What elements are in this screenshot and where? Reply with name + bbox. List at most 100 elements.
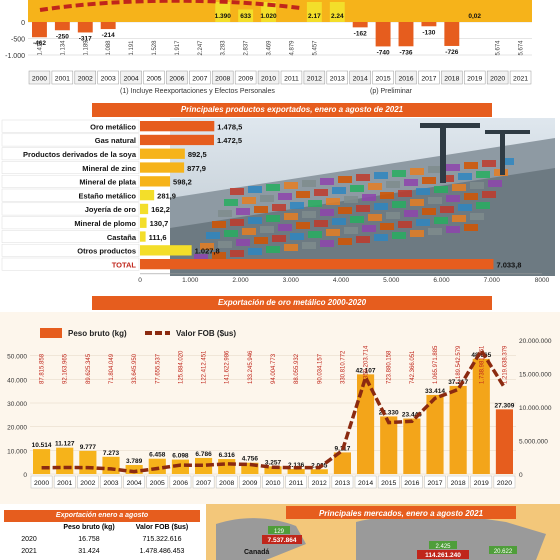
import-label: 2.247 xyxy=(198,40,204,56)
value-label: 723.880.158 xyxy=(387,350,393,384)
product-value-label: 111,6 xyxy=(149,233,167,242)
x-tick-label: 4.000 xyxy=(333,277,350,284)
product-value-label: 162,2 xyxy=(151,205,170,214)
market-label-top: 20.622 xyxy=(494,549,513,555)
year-cell xyxy=(285,475,307,489)
weight-label: 37.217 xyxy=(448,379,468,386)
markets-banner-bg xyxy=(286,506,516,519)
balance-bar xyxy=(398,22,414,47)
year-label: 2008 xyxy=(215,76,230,83)
year-cell xyxy=(418,70,440,85)
x-tick-label: 2003 xyxy=(103,480,118,487)
import-label: 5.674 xyxy=(496,40,502,56)
year-cell xyxy=(280,70,303,85)
country-label: Canadá xyxy=(244,549,269,556)
balance-label: 1.390 xyxy=(215,13,232,20)
year-label: 2005 xyxy=(146,76,161,83)
year-cell xyxy=(395,70,417,85)
y-tick-label: -1.000 xyxy=(5,53,25,60)
products-banner: Principales productos exportados, enero … xyxy=(92,103,492,117)
legend-value-label: Valor FOB ($us) xyxy=(176,329,236,338)
product-bar xyxy=(140,162,185,173)
product-label: Gas natural xyxy=(95,136,136,145)
weight-label: 6.098 xyxy=(172,453,189,460)
value-label: 133.245.946 xyxy=(248,350,254,384)
x-tick-label: 2010 xyxy=(265,480,280,487)
y-right-tick: 15.000.000 xyxy=(519,372,552,379)
x-tick-label: 2004 xyxy=(127,480,142,487)
y-left-tick: 50.000 xyxy=(7,354,27,361)
table-col-value: Valor FOB ($us) xyxy=(135,524,189,531)
year-cell xyxy=(326,70,348,85)
x-tick-label: 2013 xyxy=(335,480,350,487)
x-tick-label: 0 xyxy=(138,277,142,284)
markets-banner: Principales mercados, enero a agosto 202… xyxy=(319,509,484,518)
market-label-bottom: 7.537.864 xyxy=(268,537,297,544)
weight-label: 3.257 xyxy=(265,459,282,466)
weight-bar xyxy=(241,462,259,474)
product-value-label: 892,5 xyxy=(188,150,207,159)
year-cell xyxy=(100,475,122,489)
value-label: 89.625.345 xyxy=(86,353,92,384)
year-cell xyxy=(74,70,96,85)
x-tick-label: 2019 xyxy=(474,480,489,487)
balance-label: -736 xyxy=(399,49,412,56)
x-tick-label: 2014 xyxy=(358,480,373,487)
weight-label: 6.786 xyxy=(195,451,212,458)
x-tick-label: 2001 xyxy=(57,480,72,487)
product-label: Castaña xyxy=(107,233,137,242)
weight-bar xyxy=(264,466,282,474)
footnote-left: (1) Incluye Reexportaciones y Efectos Pe… xyxy=(120,88,275,95)
year-cell xyxy=(169,475,192,489)
import-label: 3.469 xyxy=(267,40,273,56)
balance-bar xyxy=(306,2,322,22)
weight-label: 42.107 xyxy=(356,367,376,374)
balance-label: -162 xyxy=(354,30,367,37)
table-cell-value: 1.478.486.453 xyxy=(139,548,185,555)
balance-bar xyxy=(100,22,116,30)
product-bar xyxy=(140,203,149,215)
year-cell xyxy=(303,70,326,85)
table-cell-value: 715.322.616 xyxy=(142,536,182,543)
positive-band xyxy=(28,0,532,22)
value-label: 94.004.773 xyxy=(271,353,277,384)
weight-bar xyxy=(472,358,490,474)
weight-label: 24.330 xyxy=(379,409,399,416)
year-label: 2012 xyxy=(307,76,322,83)
product-bar xyxy=(140,259,494,270)
x-tick-label: 7.000 xyxy=(484,277,501,284)
year-label: 2002 xyxy=(78,76,93,83)
year-cell xyxy=(212,70,234,85)
value-label: 1.738.981.061 xyxy=(479,345,485,384)
y-tick-label: -500 xyxy=(11,37,25,44)
year-cell xyxy=(143,70,165,85)
products-chart: Oro metálico 1.478,5 Gas natural 1.472,5 Pro… xyxy=(1,118,555,284)
x-tick-label: 2018 xyxy=(451,480,466,487)
import-label: 3.283 xyxy=(221,40,227,56)
balance-bar xyxy=(238,9,254,22)
y-left-tick: 20.000 xyxy=(7,425,27,432)
y-right-tick: 5.000.000 xyxy=(519,439,548,446)
balance-bar xyxy=(77,22,93,33)
value-label: 742.366.051 xyxy=(410,350,416,384)
product-value-label: 281,9 xyxy=(157,191,176,200)
product-label: Mineral de plata xyxy=(79,178,137,187)
weight-bar xyxy=(195,457,213,474)
table-cell-weight: 31.424 xyxy=(78,548,100,555)
product-bar xyxy=(140,217,147,228)
weight-bar xyxy=(218,459,236,474)
balance-bar xyxy=(375,22,391,47)
x-tick-label: 5.000 xyxy=(383,277,400,284)
product-label: Otros productos xyxy=(77,247,136,256)
table-col-weight: Peso bruto (kg) xyxy=(63,524,115,531)
product-bar xyxy=(140,231,146,242)
table-title: Exportación enero a agosto xyxy=(4,510,200,522)
year-cell xyxy=(372,70,394,85)
year-label: 2001 xyxy=(55,76,70,83)
product-bar xyxy=(140,148,185,159)
year-label: 2016 xyxy=(398,76,413,83)
product-label: Mineral de zinc xyxy=(82,164,136,173)
balance-label: 2.17 xyxy=(308,13,321,20)
import-label: 1.414 xyxy=(37,40,43,56)
y-tick-label: 0 xyxy=(21,20,25,27)
